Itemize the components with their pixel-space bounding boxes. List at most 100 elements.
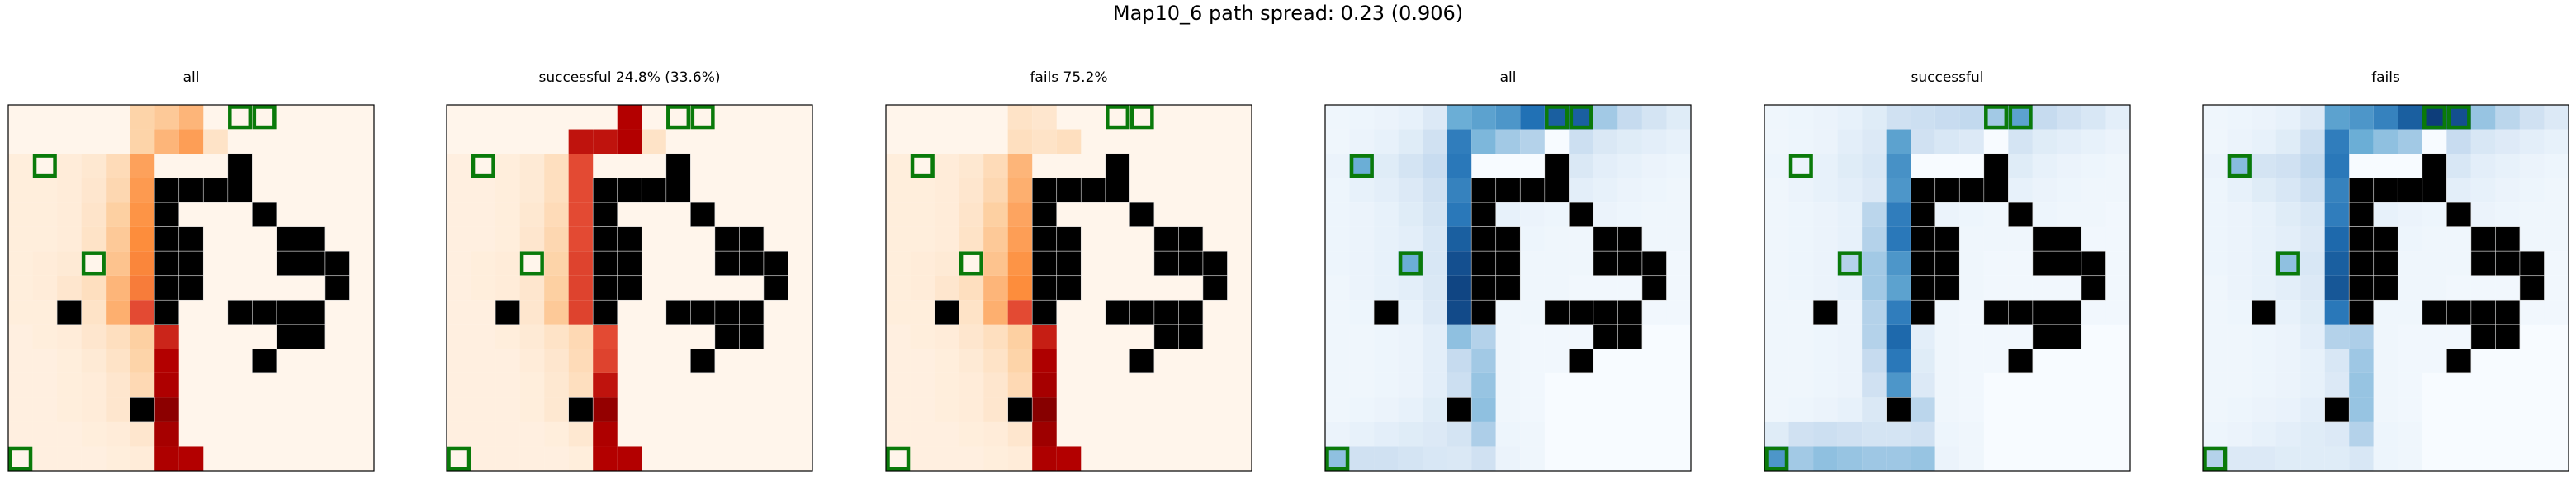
heat-cell: [2057, 105, 2081, 130]
wall-cell: [1007, 397, 1033, 423]
wall-cell: [2348, 202, 2375, 227]
heat-cell: [2300, 372, 2325, 398]
heat-cell: [2373, 324, 2398, 349]
heat-cell: [1862, 275, 1887, 301]
heat-cell: [1911, 129, 1935, 154]
heat-cell: [1764, 251, 1789, 276]
heat-cell: [471, 446, 496, 471]
wall-cell: [1202, 250, 1228, 277]
heat-cell: [2275, 300, 2301, 325]
target-marker: [2422, 105, 2447, 130]
heat-cell: [1959, 446, 1984, 471]
heat-cell: [1520, 324, 1545, 349]
heat-cell: [568, 226, 594, 252]
heat-cell: [1886, 300, 1911, 325]
wall-cell: [592, 275, 618, 301]
heat-cell: [1374, 372, 1399, 398]
wall-cell: [1056, 178, 1082, 203]
heat-cell: [544, 154, 569, 178]
heat-cell: [1641, 154, 1667, 178]
heat-cell: [1544, 105, 1570, 130]
heat-cell: [2422, 226, 2447, 252]
wall-cell: [714, 250, 740, 277]
heat-cell: [1374, 226, 1399, 252]
heat-cell: [2227, 226, 2252, 252]
heat-cell: [935, 275, 959, 301]
heat-cell: [1495, 372, 1521, 398]
heat-cell: [983, 397, 1008, 422]
heat-cell: [1886, 324, 1911, 349]
heat-cell: [886, 275, 911, 301]
target-marker: [228, 105, 253, 130]
panel-title: fails: [2371, 69, 2400, 86]
wall-cell: [1910, 178, 1936, 203]
heat-cell: [2446, 129, 2471, 154]
heat-cell: [1032, 324, 1057, 349]
heat-cell: [1520, 372, 1545, 398]
heat-cell: [1349, 397, 1375, 422]
heat-cell: [447, 421, 471, 447]
heat-cell: [2275, 105, 2301, 130]
heat-cell: [2324, 129, 2350, 154]
heat-cell: [1911, 421, 1935, 447]
heat-cell: [2203, 226, 2228, 252]
heat-cell: [1813, 129, 1838, 154]
heat-cell: [959, 446, 984, 471]
heat-cell: [2081, 202, 2106, 227]
heat-cell: [2275, 397, 2301, 422]
wall-cell: [1153, 226, 1179, 252]
heat-cell: [1862, 421, 1887, 447]
heat-cell: [1447, 129, 1472, 154]
heat-cell: [1788, 226, 1814, 252]
heat-cell: [1788, 372, 1814, 398]
heat-cell: [2227, 372, 2252, 398]
heat-cell: [1423, 300, 1447, 325]
wall-cell: [1031, 275, 1058, 301]
heat-cell: [471, 421, 496, 447]
wall-cell: [592, 299, 618, 325]
wall-cell: [1129, 202, 1155, 227]
heatmap-panel-3: fails 75.2%: [885, 69, 1252, 472]
heat-cell: [1837, 105, 1863, 130]
heat-cell: [1349, 226, 1375, 252]
heat-cell: [106, 372, 130, 398]
heat-cell: [2203, 300, 2228, 325]
heat-cell: [1520, 226, 1545, 252]
heat-cell: [2300, 178, 2325, 203]
heat-cell: [983, 226, 1008, 252]
wall-cell: [1934, 275, 1960, 301]
heat-cell: [1423, 397, 1447, 422]
heat-cell: [2081, 300, 2106, 325]
panel-frame: [1764, 104, 2131, 472]
wall-cell: [2422, 178, 2447, 203]
heat-cell: [1325, 397, 1350, 422]
heat-cell: [2324, 421, 2350, 447]
heat-cell: [2422, 324, 2447, 349]
heat-cell: [2544, 202, 2569, 227]
wall-cell: [2081, 275, 2106, 301]
heat-cell: [1423, 202, 1447, 227]
heat-cell: [1934, 202, 1960, 227]
heat-cell: [2446, 105, 2471, 130]
heat-cell: [130, 178, 155, 203]
wall-cell: [2324, 397, 2350, 423]
heat-cell: [1520, 421, 1545, 447]
heat-cell: [642, 129, 666, 154]
heat-cell: [1837, 202, 1863, 227]
heat-cell: [447, 275, 471, 301]
heat-cell: [1837, 446, 1863, 471]
heat-cell: [2544, 129, 2569, 154]
heat-cell: [1447, 446, 1472, 471]
heat-cell: [2227, 275, 2252, 301]
heat-cell: [1447, 154, 1472, 178]
heat-cell: [1398, 129, 1423, 154]
heat-cell: [8, 154, 33, 178]
heat-cell: [2544, 300, 2569, 325]
heat-cell: [1423, 105, 1447, 130]
heat-cell: [1813, 275, 1838, 301]
heat-cell: [1788, 349, 1814, 373]
target-marker: [886, 446, 911, 471]
heat-cell: [1423, 178, 1447, 203]
heat-cell: [2544, 178, 2569, 203]
heat-cell: [2324, 105, 2350, 130]
